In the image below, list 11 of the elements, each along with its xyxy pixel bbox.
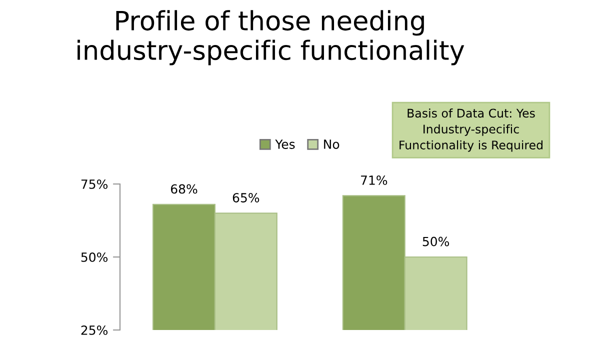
chart-title: Profile of those needing industry-specific functionality bbox=[78, 10, 464, 66]
y-tick-label: 50% bbox=[81, 252, 108, 262]
text: 68% bbox=[170, 184, 198, 194]
text: 50% bbox=[422, 236, 450, 246]
y-tick-label: 25% bbox=[81, 325, 108, 335]
y-tick-label: 75% bbox=[81, 179, 108, 189]
text: 71% bbox=[361, 175, 388, 185]
text: 65% bbox=[232, 192, 260, 202]
text: Basis of Data Cut: Yes Industry-specific Functionality is Required bbox=[400, 108, 542, 152]
legend-label: No bbox=[324, 140, 340, 149]
legend-label: Yes bbox=[275, 140, 295, 149]
